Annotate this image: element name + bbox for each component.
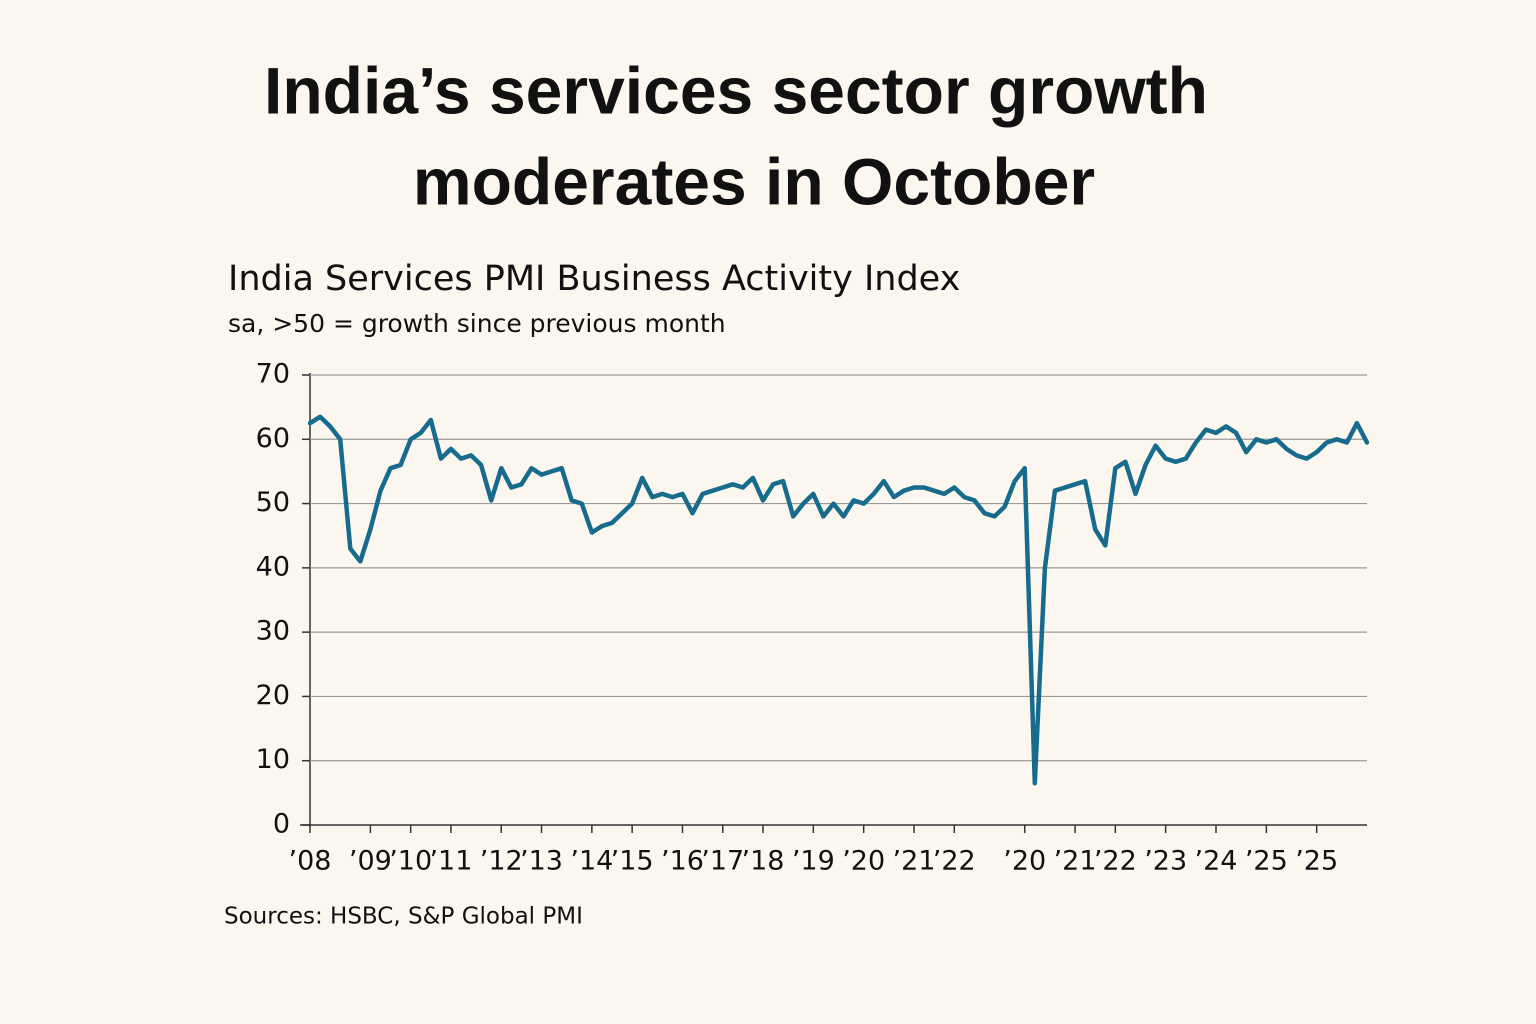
y-tick-label: 50 — [256, 487, 290, 518]
x-tick-label: ’16 — [661, 846, 704, 877]
x-tick-label: ’25 — [1245, 846, 1288, 877]
chart-subtitle: India Services PMI Business Activity Ind… — [228, 259, 960, 299]
source: Sources: HSBC, S&P Global PMI — [224, 904, 583, 930]
x-tick-label: ’10 — [389, 846, 432, 877]
x-tick-label: ’17 — [701, 846, 744, 877]
x-tick-label: ’22 — [933, 846, 976, 877]
y-tick-label: 10 — [256, 744, 290, 775]
x-tick-label: ’20 — [1003, 846, 1046, 877]
y-tick-label: 40 — [256, 551, 290, 582]
x-tick-label: ’21 — [893, 846, 936, 877]
x-tick-label: ’15 — [611, 846, 654, 877]
x-tick-label: ’23 — [1144, 846, 1187, 877]
x-tick-label: ’25 — [1295, 846, 1338, 877]
x-tick-label: ’22 — [1094, 846, 1137, 877]
chart-note: sa, >50 = growth since previous month — [228, 309, 726, 338]
y-tick-label: 20 — [256, 680, 290, 711]
y-tick-label: 60 — [256, 423, 290, 454]
x-tick-label: ’24 — [1195, 846, 1238, 877]
x-tick-label: ’11 — [429, 846, 472, 877]
x-tick-label: ’18 — [742, 846, 785, 877]
x-tick-label: ’19 — [792, 846, 835, 877]
x-tick-label: ’21 — [1054, 846, 1097, 877]
x-tick-label: ’09 — [349, 846, 392, 877]
x-tick-label: ’13 — [520, 846, 563, 877]
chart-title: India’s services sector growth — [264, 53, 1208, 127]
y-tick-label: 0 — [273, 809, 290, 840]
x-tick-label: ’14 — [570, 846, 613, 877]
y-tick-label: 70 — [256, 359, 290, 390]
data-line — [307, 414, 1370, 786]
x-tick-label: ’08 — [289, 846, 332, 877]
x-tick-label: ’20 — [842, 846, 885, 877]
x-tick-label: ’12 — [480, 846, 523, 877]
chart-title: moderates in October — [413, 144, 1095, 218]
y-tick-label: 30 — [256, 616, 290, 647]
